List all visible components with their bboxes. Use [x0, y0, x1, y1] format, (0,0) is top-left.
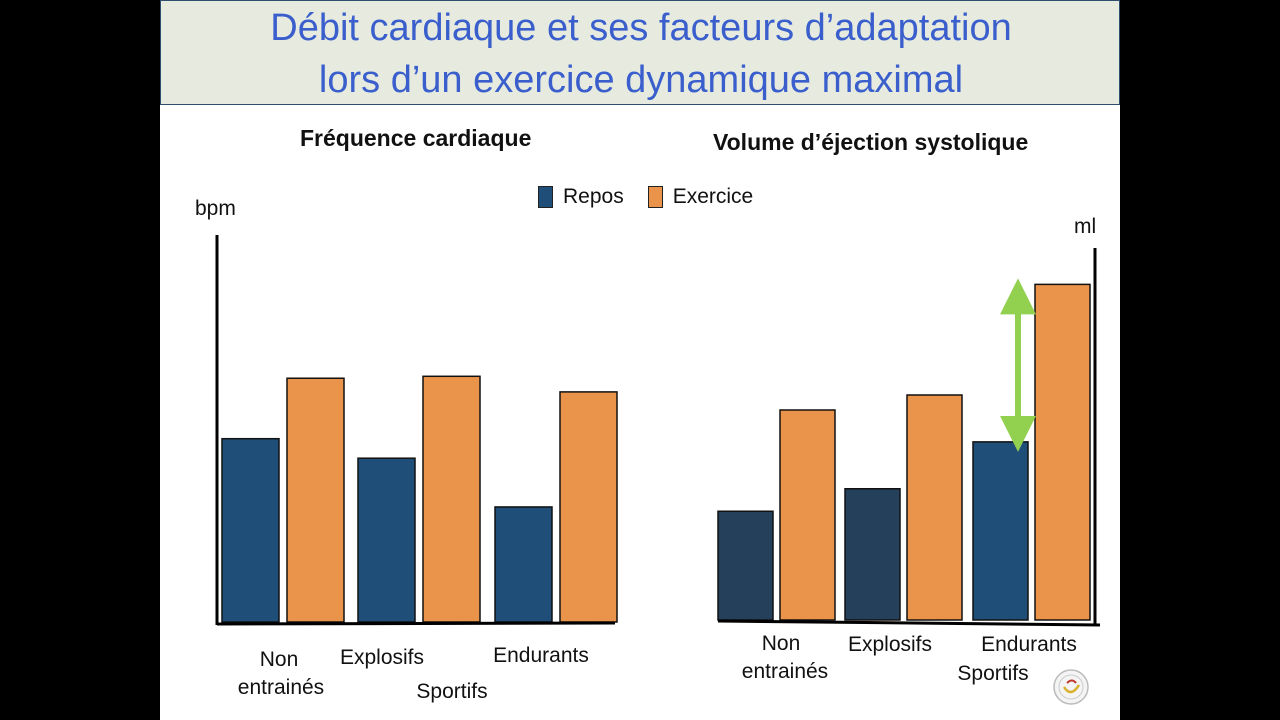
stroke-volume-chart [717, 248, 1101, 627]
legend-label-rest: Repos [563, 185, 624, 208]
sv-label-endurants: Endurants [981, 633, 1077, 656]
heart-rate-y-unit: bpm [195, 197, 236, 220]
hr-label-endurants: Endurants [493, 644, 589, 667]
sv-label-non: Non [761, 632, 801, 655]
slide-title-line-2: lors d’un exercice dynamique maximal [318, 59, 964, 101]
stroke-volume-y-unit: ml [1074, 215, 1097, 238]
legend-swatch-rest [538, 186, 553, 208]
legend-swatch-exercise [647, 186, 663, 208]
sv-label-entraines: entrainés [741, 660, 829, 683]
hr-bar-rest-1 [357, 457, 416, 623]
hr-bar-rest-0 [221, 437, 280, 623]
stroke-volume-chart-title: Volume d’éjection systolique [713, 129, 1029, 155]
sv-bar-exercise-1 [906, 394, 963, 621]
legend-item-rest: Repos [538, 185, 624, 209]
slide-title-line-1: Débit cardiaque et ses facteurs d’adapta… [270, 7, 1012, 49]
hr-label-entraines: entrainés [237, 676, 325, 699]
title-band: Débit cardiaque et ses facteurs d’adapta… [160, 0, 1120, 105]
charts-canvas [215, 235, 1101, 627]
hr-bar-rest-2 [494, 506, 553, 623]
sv-label-sportifs: Sportifs [957, 662, 1029, 685]
hr-label-sportifs: Sportifs [416, 680, 488, 703]
hr-x-axis [216, 621, 616, 626]
sv-x-axis [717, 619, 1101, 627]
slide: Débit cardiaque et ses facteurs d’adapta… [160, 0, 1120, 720]
hr-bar-exercise-0 [286, 377, 345, 623]
sv-bar-exercise-2 [1034, 283, 1091, 621]
legend-item-exercise: Exercice [647, 185, 754, 209]
hr-label-non: Non [259, 648, 299, 671]
legend-label-exercise: Exercice [672, 185, 754, 208]
heart-rate-chart [215, 235, 618, 626]
logo-icon [1053, 669, 1089, 705]
sv-bar-exercise-0 [779, 409, 836, 621]
sv-bar-rest-1 [844, 488, 901, 621]
hr-bar-exercise-2 [559, 391, 618, 623]
sv-bar-rest-2 [972, 441, 1029, 621]
sv-bar-rest-0 [717, 510, 774, 621]
legend: Repos Exercice [538, 183, 777, 211]
heart-rate-chart-title: Fréquence cardiaque [300, 125, 532, 151]
sv-label-explosifs: Explosifs [847, 633, 933, 656]
hr-bar-exercise-1 [422, 375, 481, 623]
hr-label-explosifs: Explosifs [339, 646, 425, 669]
